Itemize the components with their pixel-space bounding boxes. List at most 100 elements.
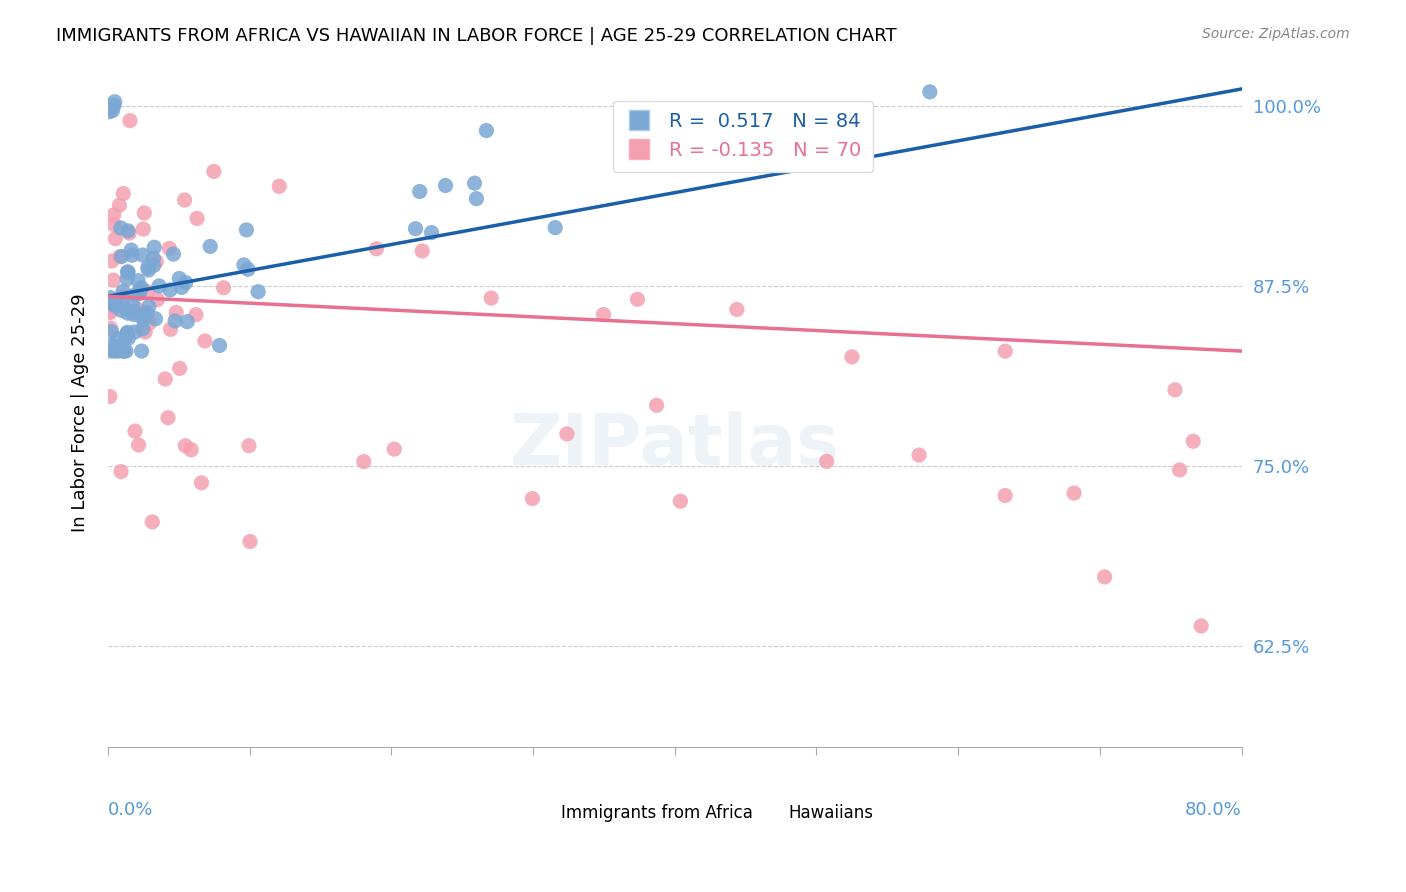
Point bbox=[117, 306, 139, 320]
Point bbox=[626, 293, 648, 307]
Point bbox=[165, 305, 187, 319]
Point bbox=[115, 326, 138, 341]
Point bbox=[190, 475, 212, 490]
Point bbox=[115, 272, 138, 286]
Point bbox=[124, 287, 146, 301]
Point bbox=[117, 326, 139, 340]
Point bbox=[184, 308, 207, 322]
Point bbox=[157, 242, 180, 256]
Point bbox=[235, 223, 257, 237]
Point bbox=[918, 85, 941, 99]
Legend: R =  0.517   N = 84, R = -0.135   N = 70: R = 0.517 N = 84, R = -0.135 N = 70 bbox=[613, 101, 873, 171]
Point bbox=[122, 304, 145, 318]
Point bbox=[101, 296, 124, 310]
Point bbox=[155, 372, 177, 386]
Point bbox=[128, 438, 150, 452]
Point bbox=[409, 185, 432, 199]
Point bbox=[194, 334, 217, 348]
Point bbox=[108, 198, 131, 212]
Point bbox=[176, 315, 198, 329]
Point bbox=[104, 95, 127, 109]
Point bbox=[101, 100, 124, 114]
Point bbox=[107, 344, 129, 359]
Point bbox=[465, 192, 488, 206]
Point bbox=[127, 274, 149, 288]
Point bbox=[159, 283, 181, 297]
Point bbox=[212, 281, 235, 295]
Point bbox=[202, 164, 225, 178]
Point bbox=[382, 442, 405, 456]
Point bbox=[159, 322, 181, 336]
Point bbox=[110, 342, 132, 356]
Point bbox=[103, 98, 125, 112]
Point bbox=[232, 258, 254, 272]
Point bbox=[118, 226, 141, 240]
Point bbox=[994, 488, 1017, 502]
Point bbox=[174, 439, 197, 453]
Point bbox=[475, 123, 498, 137]
Point bbox=[132, 310, 155, 324]
Point bbox=[105, 340, 128, 354]
Point bbox=[186, 211, 208, 226]
Point bbox=[269, 179, 291, 194]
Point bbox=[841, 350, 863, 364]
Point bbox=[208, 338, 231, 352]
Point bbox=[101, 103, 124, 118]
Point bbox=[120, 243, 142, 257]
Point bbox=[148, 279, 170, 293]
Point bbox=[146, 293, 169, 307]
Point bbox=[131, 248, 153, 262]
Point bbox=[117, 224, 139, 238]
Point bbox=[121, 248, 143, 262]
Point bbox=[103, 208, 125, 222]
Point bbox=[1063, 486, 1085, 500]
Point bbox=[98, 104, 121, 119]
Point bbox=[162, 247, 184, 261]
Point bbox=[592, 308, 614, 322]
Point bbox=[1182, 434, 1205, 449]
Point bbox=[200, 239, 222, 253]
Point bbox=[128, 286, 150, 301]
Point bbox=[115, 344, 138, 359]
Point bbox=[100, 344, 122, 359]
Point bbox=[127, 302, 149, 317]
Point bbox=[104, 293, 127, 308]
Point bbox=[101, 254, 124, 268]
Point bbox=[101, 338, 124, 352]
Y-axis label: In Labor Force | Age 25-29: In Labor Force | Age 25-29 bbox=[72, 293, 89, 532]
Point bbox=[134, 325, 156, 339]
Text: Hawaiians: Hawaiians bbox=[789, 804, 873, 822]
Point bbox=[463, 176, 485, 190]
Point bbox=[110, 465, 132, 479]
Point bbox=[165, 314, 187, 328]
Point bbox=[100, 321, 122, 335]
Point bbox=[138, 300, 160, 314]
Point bbox=[1168, 463, 1191, 477]
Point bbox=[114, 330, 136, 344]
Point bbox=[110, 221, 132, 235]
Text: ZIPatlas: ZIPatlas bbox=[510, 411, 839, 480]
Point bbox=[145, 254, 167, 268]
Point bbox=[138, 263, 160, 277]
Point bbox=[142, 252, 165, 266]
Point bbox=[110, 250, 132, 264]
Point bbox=[138, 316, 160, 330]
Point bbox=[103, 218, 125, 232]
Point bbox=[108, 250, 131, 264]
Point bbox=[174, 276, 197, 290]
Point bbox=[239, 534, 262, 549]
Point bbox=[131, 281, 153, 295]
Point bbox=[111, 285, 134, 299]
Text: Source: ZipAtlas.com: Source: ZipAtlas.com bbox=[1202, 27, 1350, 41]
Point bbox=[669, 494, 692, 508]
Point bbox=[124, 325, 146, 339]
Point bbox=[134, 206, 156, 220]
Point bbox=[180, 442, 202, 457]
Point bbox=[142, 259, 165, 273]
Point bbox=[98, 390, 121, 404]
Point bbox=[120, 305, 142, 319]
Point bbox=[100, 325, 122, 339]
Point bbox=[645, 398, 668, 412]
Text: 80.0%: 80.0% bbox=[1185, 801, 1241, 819]
Point bbox=[136, 260, 159, 275]
